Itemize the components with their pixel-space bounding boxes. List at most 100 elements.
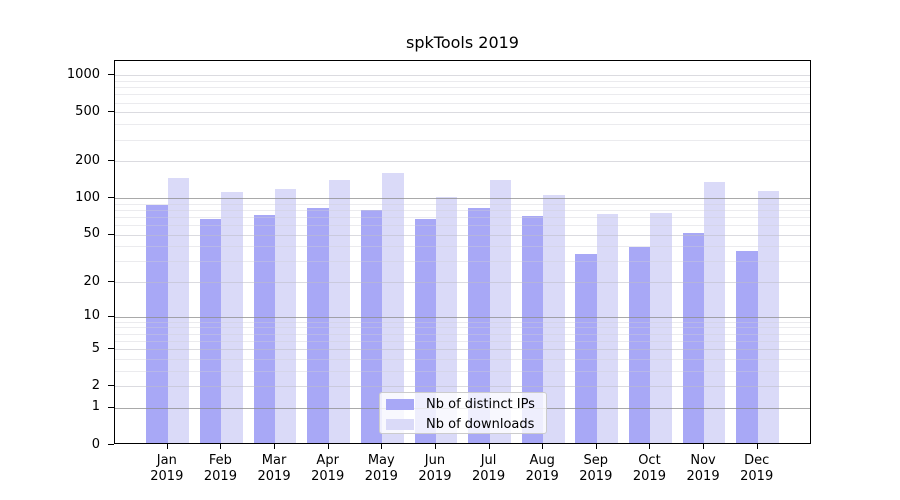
x-tick-label: Sep 2019 <box>564 453 628 485</box>
bar-downloads <box>382 172 404 443</box>
grid-line <box>115 246 810 248</box>
grid-line <box>115 370 810 372</box>
x-tick-label: Apr 2019 <box>296 453 360 485</box>
legend-swatch-distinct-ips <box>386 398 414 410</box>
x-tick-mark <box>327 444 329 449</box>
x-tick-mark <box>274 444 276 449</box>
y-tick-mark <box>108 406 114 408</box>
x-tick-year: 2019 <box>311 469 345 484</box>
y-tick-mark <box>108 160 114 162</box>
legend-row-downloads: Nb of downloads <box>386 418 534 431</box>
x-tick-mark <box>542 444 544 449</box>
x-tick-year: 2019 <box>203 469 237 484</box>
y-tick-mark <box>108 315 114 317</box>
x-tick-label: Oct 2019 <box>617 453 681 485</box>
x-tick-mark <box>220 444 222 449</box>
legend: Nb of distinct IPs Nb of downloads <box>379 392 547 434</box>
grid-line <box>115 75 810 77</box>
grid-line <box>115 234 810 236</box>
x-tick-year: 2019 <box>257 469 291 484</box>
x-tick-month: Apr <box>316 453 339 468</box>
x-tick-mark <box>649 444 651 449</box>
bar-distinct-ips <box>253 214 276 443</box>
y-tick-mark <box>108 197 114 199</box>
grid-line <box>115 261 810 263</box>
bar-distinct-ips <box>736 251 758 443</box>
x-tick-month: Dec <box>744 453 770 468</box>
x-tick-year: 2019 <box>525 469 559 484</box>
legend-swatch-downloads <box>386 418 414 430</box>
x-tick-year: 2019 <box>740 469 774 484</box>
grid-line <box>115 94 810 96</box>
bar-distinct-ips <box>468 207 490 443</box>
x-tick-label: Nov 2019 <box>671 453 735 485</box>
y-tick-label: 0 <box>91 436 100 452</box>
x-tick-month: Oct <box>638 453 661 468</box>
y-tick-label: 5 <box>91 340 100 356</box>
x-tick-mark <box>703 444 705 449</box>
bar-downloads <box>650 213 672 443</box>
y-tick-mark <box>108 233 114 235</box>
y-tick-label: 500 <box>75 103 100 119</box>
bar-downloads <box>543 195 565 443</box>
bar-downloads <box>704 182 726 443</box>
x-tick-year: 2019 <box>579 469 613 484</box>
y-tick-label: 10 <box>83 308 100 324</box>
grid-line <box>115 198 810 200</box>
bar-distinct-ips <box>575 254 597 443</box>
grid-line <box>115 102 810 104</box>
grid-line <box>115 340 810 342</box>
x-tick-year: 2019 <box>418 469 452 484</box>
grid-line <box>115 161 810 163</box>
x-tick-mark <box>488 444 490 449</box>
grid-line <box>115 124 810 126</box>
bar-distinct-ips <box>307 207 329 443</box>
x-tick-label: Aug 2019 <box>510 453 574 485</box>
bar-distinct-ips <box>629 246 651 443</box>
y-tick-label: 2 <box>91 377 100 393</box>
x-tick-label: May 2019 <box>349 453 413 485</box>
y-tick-mark <box>108 348 114 350</box>
x-tick-month: Feb <box>208 453 232 468</box>
bar-distinct-ips <box>682 232 705 443</box>
y-tick-label: 20 <box>83 273 100 289</box>
x-tick-label: Jun 2019 <box>403 453 467 485</box>
grid-line <box>115 327 810 329</box>
y-tick-mark <box>108 111 114 113</box>
x-tick-mark <box>166 444 168 449</box>
x-tick-label: Mar 2019 <box>242 453 306 485</box>
grid-line <box>115 80 810 82</box>
chart-title: spkTools 2019 <box>406 33 519 52</box>
x-tick-label: Jul 2019 <box>457 453 521 485</box>
bar-distinct-ips <box>360 209 383 443</box>
grid-line <box>115 87 810 89</box>
y-tick-label: 1000 <box>66 66 100 82</box>
grid-line <box>115 358 810 360</box>
grid-line <box>115 225 810 227</box>
grid-line <box>115 216 810 218</box>
x-tick-mark <box>381 444 383 449</box>
x-tick-month: Jan <box>156 453 177 468</box>
bar-downloads <box>596 214 619 443</box>
x-tick-month: Jun <box>424 453 446 468</box>
grid-line <box>115 282 810 284</box>
y-tick-label: 200 <box>75 152 100 168</box>
bar-downloads <box>275 188 297 443</box>
grid-line <box>115 209 810 211</box>
y-tick-label: 100 <box>75 189 100 205</box>
x-tick-month: May <box>367 453 395 468</box>
y-tick-label: 50 <box>83 226 100 242</box>
y-tick-mark <box>108 444 114 445</box>
x-tick-label: Jan 2019 <box>135 453 199 485</box>
y-tick-mark <box>108 281 114 283</box>
legend-row-distinct-ips: Nb of distinct IPs <box>386 398 535 411</box>
grid-line <box>115 321 810 323</box>
y-tick-mark <box>108 385 114 387</box>
plot-area <box>114 60 811 444</box>
bar-downloads <box>328 180 351 443</box>
x-tick-month: Aug <box>529 453 555 468</box>
grid-layer <box>115 61 810 443</box>
grid-line <box>115 203 810 205</box>
x-tick-month: Jul <box>480 453 497 468</box>
